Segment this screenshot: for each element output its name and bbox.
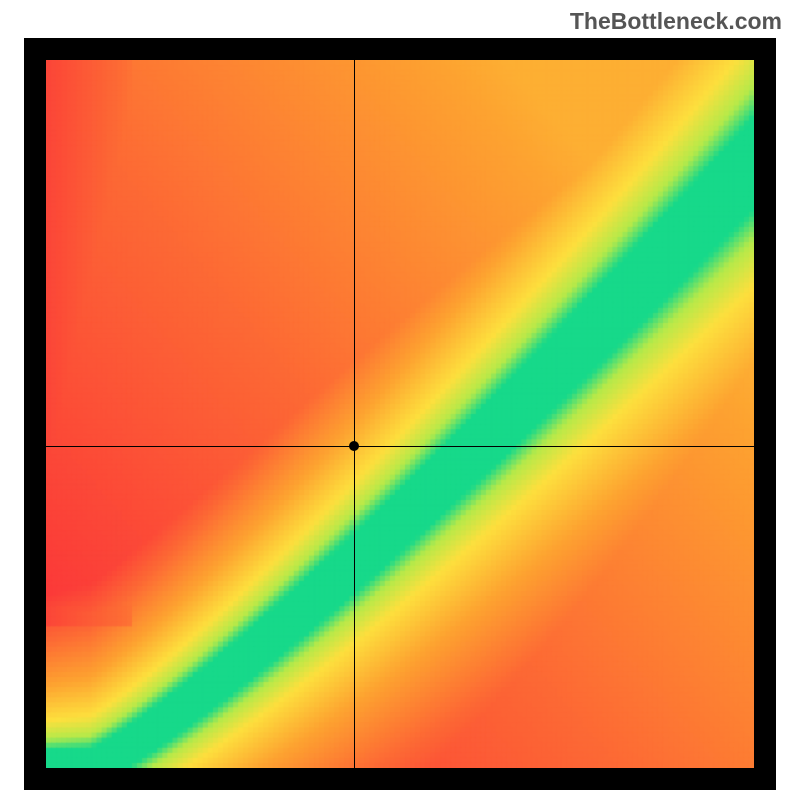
- chart-plot-area: [46, 60, 754, 768]
- watermark-text: TheBottleneck.com: [570, 8, 782, 35]
- heatmap-canvas: [46, 60, 754, 768]
- crosshair-marker: [349, 441, 359, 451]
- crosshair-vertical: [354, 60, 355, 768]
- crosshair-horizontal: [46, 446, 754, 447]
- chart-container: { "watermark": { "text": "TheBottleneck.…: [0, 0, 800, 800]
